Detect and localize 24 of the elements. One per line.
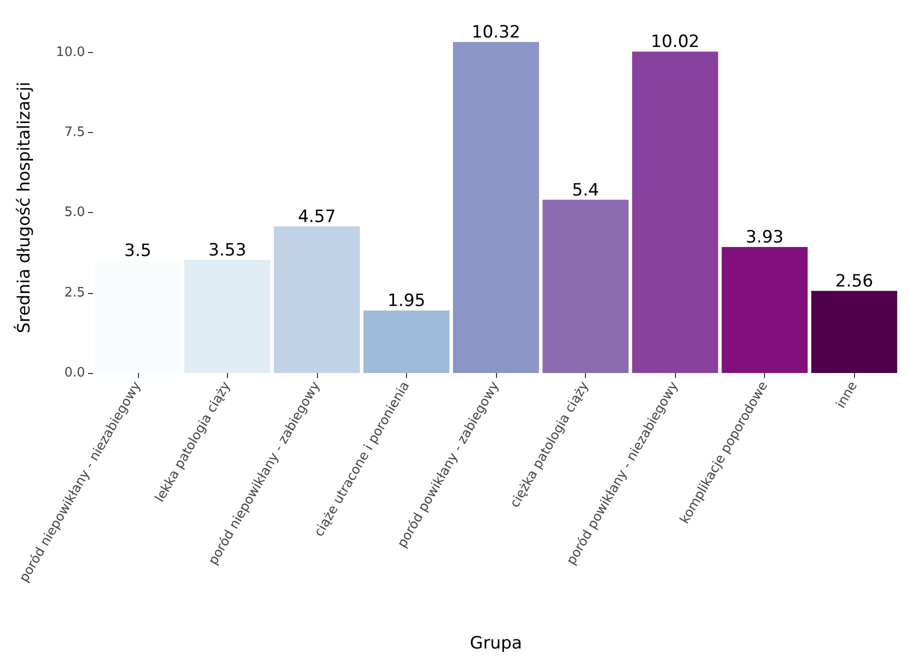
y-tick-label: 2.5 [64,285,85,300]
bar [632,52,718,373]
data-label: 10.32 [472,22,520,42]
y-tick-label: 7.5 [64,124,85,140]
bar [722,246,808,373]
y-tick-label: 5.0 [64,205,85,220]
bar [811,290,898,373]
data-label: 1.95 [388,290,426,311]
y-tick-label: 0.0 [64,366,85,380]
y-axis-title: Średnia długość hospitalizacji [14,82,34,334]
y-tick-label: 10.0 [56,44,85,60]
bar [542,200,629,373]
data-label: 5.4 [572,180,600,200]
data-label: 4.57 [298,206,336,227]
bar [453,42,539,373]
data-label: 3.53 [208,240,246,260]
data-label: 2.56 [835,271,874,292]
data-label: 3.5 [124,241,152,262]
data-label: 10.02 [650,32,700,52]
x-axis-title: Grupa [470,634,522,654]
bar [363,310,450,373]
bar [274,226,360,373]
data-label: 3.93 [746,227,784,248]
bar [184,260,270,373]
